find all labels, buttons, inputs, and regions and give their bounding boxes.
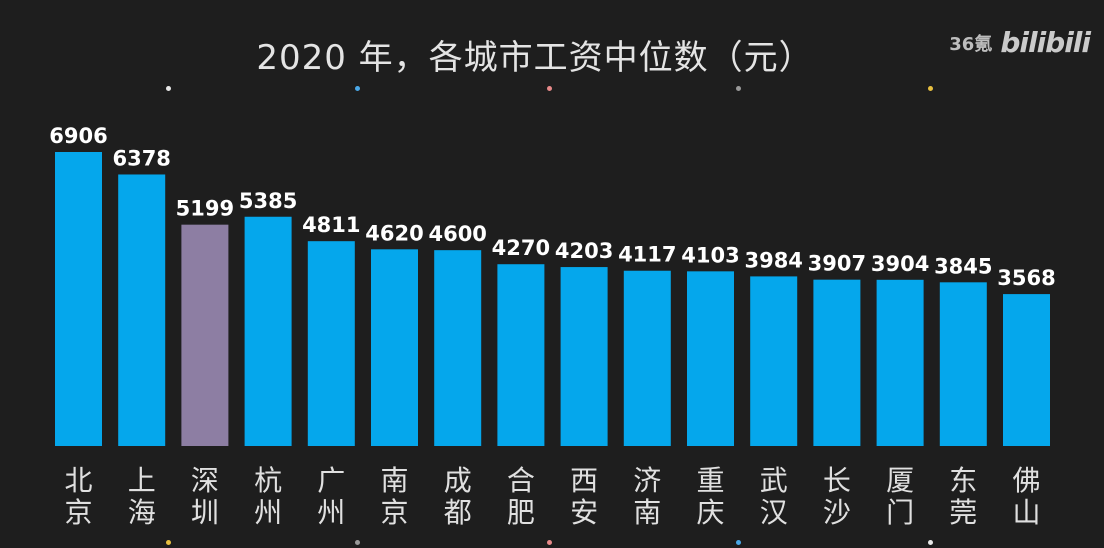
category-label-上海-1: 上: [128, 464, 156, 497]
category-label-西安-1: 西: [570, 464, 598, 497]
bar-南京: [371, 249, 418, 446]
category-label-佛山-1: 佛: [1012, 464, 1040, 497]
decorative-dot: [928, 540, 933, 545]
category-label-东莞-1: 东: [949, 464, 977, 497]
value-label-重庆: 4103: [681, 243, 739, 267]
value-label-合肥: 4270: [492, 236, 550, 260]
decorative-dot: [736, 86, 741, 91]
category-label-南京-1: 南: [380, 464, 408, 497]
decorative-dot: [736, 540, 741, 545]
value-label-上海: 6378: [112, 146, 170, 170]
category-label-杭州-1: 杭: [254, 464, 282, 497]
value-label-西安: 4203: [555, 239, 613, 263]
category-label-济南-1: 济: [633, 464, 661, 497]
value-label-济南: 4117: [618, 243, 676, 267]
category-label-佛山-2: 山: [1012, 496, 1040, 529]
value-label-广州: 4811: [302, 213, 360, 237]
bar-厦门: [876, 279, 924, 446]
category-label-深圳-1: 深: [191, 464, 219, 497]
bar-西安: [560, 267, 608, 446]
bar-成都: [434, 250, 482, 446]
value-label-深圳: 5199: [176, 197, 234, 221]
decorative-dot: [355, 540, 360, 545]
value-label-武汉: 3984: [744, 248, 802, 272]
bar-东莞: [939, 282, 987, 446]
category-label-济南-2: 南: [633, 496, 661, 529]
watermark-bilibili-logo: bilibili: [1000, 26, 1091, 59]
decorative-dot: [547, 86, 552, 91]
decorative-dot: [928, 86, 933, 91]
bar-济南: [623, 270, 671, 446]
watermark-36kr-logo: 36氪: [949, 33, 993, 55]
chart-title: 2020 年，各城市工资中位数（元）: [256, 38, 814, 78]
category-label-广州-1: 广: [317, 464, 345, 497]
category-label-东莞-2: 莞: [949, 496, 977, 529]
category-label-西安-2: 安: [570, 496, 598, 529]
category-label-厦门-2: 门: [886, 496, 914, 529]
value-label-南京: 4620: [365, 221, 423, 245]
watermark: 36氪 bilibili: [949, 26, 1091, 59]
decorative-dot: [166, 540, 171, 545]
value-label-厦门: 3904: [871, 252, 929, 276]
value-label-北京: 6906: [49, 124, 107, 148]
bar-合肥: [497, 264, 545, 446]
bar-杭州: [244, 216, 292, 446]
category-label-深圳-2: 圳: [191, 496, 219, 529]
value-label-长沙: 3907: [808, 252, 866, 276]
category-label-成都-2: 都: [444, 496, 472, 529]
category-label-北京-2: 京: [64, 496, 92, 529]
category-label-合肥-2: 肥: [507, 496, 535, 529]
bar-广州: [307, 241, 355, 446]
category-label-上海-2: 海: [128, 496, 156, 529]
value-label-成都: 4600: [428, 222, 486, 246]
category-label-杭州-2: 州: [254, 496, 282, 529]
category-label-南京-2: 京: [380, 496, 408, 529]
value-label-东莞: 3845: [934, 254, 992, 278]
category-label-重庆-1: 重: [696, 464, 724, 497]
category-label-北京-1: 北: [64, 464, 92, 497]
bar-佛山: [1003, 294, 1050, 446]
category-label-武汉-2: 汉: [760, 496, 788, 529]
decorative-dot: [547, 540, 552, 545]
decorative-dot: [166, 86, 171, 91]
bar-重庆: [687, 271, 734, 446]
category-label-重庆-2: 庆: [696, 496, 724, 529]
decorative-dot: [355, 86, 360, 91]
category-label-长沙-1: 长: [823, 464, 851, 497]
bar-北京: [55, 152, 102, 446]
bar-上海: [118, 174, 166, 446]
value-label-杭州: 5385: [239, 189, 297, 213]
value-label-佛山: 3568: [997, 266, 1055, 290]
bar-长沙: [813, 279, 861, 446]
category-label-武汉-1: 武: [760, 464, 788, 497]
category-label-成都-1: 成: [444, 464, 472, 497]
category-label-合肥-1: 合: [507, 464, 535, 497]
category-label-广州-2: 州: [317, 496, 345, 529]
bar-武汉: [750, 276, 798, 446]
category-label-厦门-1: 厦: [886, 464, 914, 497]
category-label-长沙-2: 沙: [823, 496, 851, 529]
bar-深圳: [181, 224, 229, 446]
